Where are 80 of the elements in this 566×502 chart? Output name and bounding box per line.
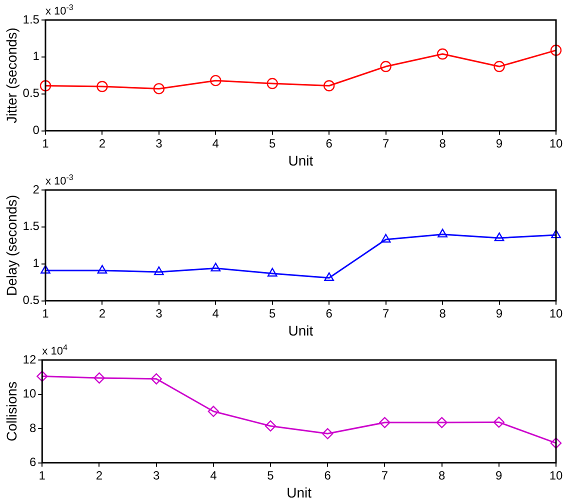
y-axis-title: Collisions [3,381,20,442]
x-axis-title: Unit [286,484,312,500]
point [150,373,162,384]
point [438,228,448,238]
point [94,372,105,384]
point [264,420,276,432]
x-tick-label: 6 [326,306,333,320]
point [267,268,278,277]
x-tick-label: 3 [156,306,163,320]
point [551,229,561,238]
x-tick-label: 7 [382,136,390,150]
point [324,272,334,281]
point [153,83,165,94]
point [436,416,448,428]
x-axis-title: Unit [288,152,314,168]
x-tick-label: 8 [439,136,446,150]
point [210,74,222,86]
x-tick-label: 2 [98,306,106,320]
x-tick-label: 4 [210,468,218,482]
y-tick-label: 1 [32,256,40,270]
point [40,264,50,274]
x-tick-label: 9 [496,306,503,320]
point [322,428,334,440]
text: x 10$^{-3}$ [45,3,74,18]
y-tick-label: 6 [29,455,36,470]
x-tick-label: 10 [549,136,563,150]
y-tick-label: 12 [22,352,36,366]
point [266,78,278,90]
x-tick-label: 6 [326,136,333,150]
point [97,264,108,274]
point [380,60,392,72]
x-tick-label: 10 [549,468,563,482]
x-tick-label: 1 [42,136,50,150]
y-tick-label: 0 [32,123,40,138]
point [210,262,221,272]
x-tick-label: 5 [269,306,276,320]
x-tick-label: 9 [496,136,503,150]
y-axis-title: Jitter (seconds) [3,28,20,124]
x-tick-label: 6 [324,468,332,482]
y-tick-label: 1.5 [22,219,40,234]
x-tick-label: 4 [212,136,220,150]
text: x 10$^{-3}$ [45,173,74,188]
x-tick-label: 8 [438,468,446,482]
point [36,370,48,382]
y-tick-label: 10 [22,386,36,401]
y-tick-label: 0.5 [22,293,40,308]
y-tick-label: 1.5 [22,12,40,26]
text: x 10$^{4}$ [42,343,68,358]
point [494,60,505,72]
point [550,44,562,56]
x-tick-label: 4 [212,306,220,320]
point [324,80,335,92]
x-tick-label: 10 [549,306,563,320]
y-tick-label: 1 [32,49,40,64]
x-tick-label: 3 [152,468,160,482]
point [550,437,562,449]
x-tick-label: 7 [381,468,388,482]
x-tick-label: 7 [382,306,390,320]
point [493,416,505,428]
x-tick-label: 2 [96,468,103,482]
x-tick-label: 8 [439,306,446,320]
point [379,416,390,428]
x-tick-label: 3 [156,136,163,150]
point [380,234,391,243]
x-axis-title: Unit [288,322,314,338]
x-tick-label: 5 [267,468,274,482]
y-tick-label: 8 [29,420,36,435]
x-tick-label: 2 [98,136,106,150]
y-tick-label: 2 [32,182,40,196]
x-tick-label: 5 [269,136,276,150]
y-tick-label: 0.5 [22,86,40,100]
y-axis-title: Delay (seconds) [3,194,20,296]
point [494,232,504,242]
point [436,48,448,60]
point [154,266,164,276]
x-tick-label: 9 [496,468,503,482]
x-tick-label: 1 [42,306,50,320]
point [208,406,220,417]
point [96,80,108,92]
point [40,80,52,92]
